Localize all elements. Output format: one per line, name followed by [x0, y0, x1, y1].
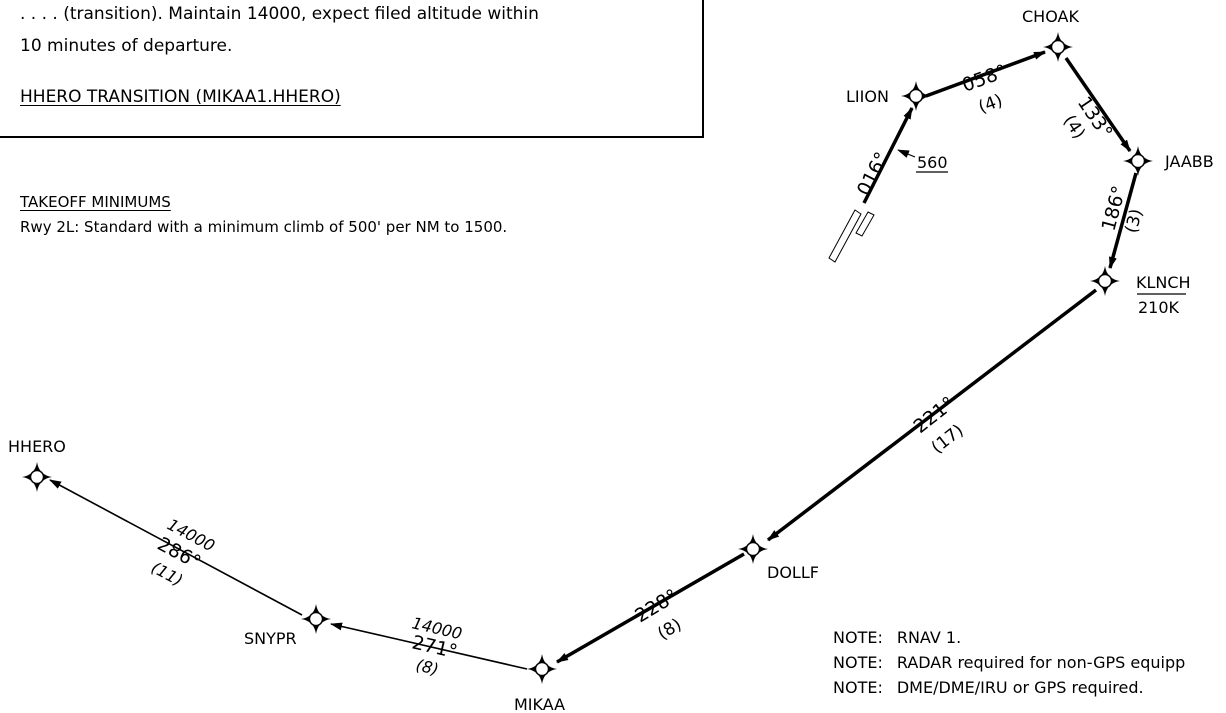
procedure-text-box	[0, 0, 704, 138]
fix-snypr-icon	[300, 603, 332, 635]
fix-label-liion: LIION	[846, 87, 889, 106]
fix-speed-klnch: 210K	[1138, 298, 1180, 317]
fix-label-klnch: KLNCH	[1136, 273, 1191, 292]
leg-mikaa-snypr	[330, 622, 528, 670]
altitude-callout-leader	[897, 149, 916, 158]
fix-label-hhero: HHERO	[8, 437, 66, 456]
note-prefix: NOTE:	[833, 678, 883, 697]
procedure-text-line-2: 10 minutes of departure.	[20, 36, 233, 56]
note-1: NOTE: RNAV 1.	[833, 628, 961, 647]
leg-jaabb-klnch	[1108, 172, 1138, 269]
fix-label-mikaa: MIKAA	[514, 695, 565, 713]
takeoff-minimums-text: Rwy 2L: Standard with a minimum climb of…	[20, 218, 508, 236]
fix-label-dollf: DOLLF	[767, 563, 819, 582]
distance-liion-choak: (4)	[976, 91, 1005, 118]
altitude-initial-climb: 560	[917, 153, 948, 172]
fix-mikaa-icon	[526, 653, 558, 685]
leg-choak-jaabb	[1064, 57, 1132, 152]
fix-choak-icon	[1042, 31, 1074, 63]
leg-snypr-hhero	[49, 479, 303, 616]
procedure-text-line-1: . . . . (transition). Maintain 14000, ex…	[20, 4, 539, 24]
transition-title: HHERO TRANSITION (MIKAA1.HHERO)	[20, 87, 341, 107]
fix-label-jaabb: JAABB	[1164, 152, 1214, 171]
note-2: NOTE: RADAR required for non-GPS equipp	[833, 653, 1185, 672]
note-prefix: NOTE:	[833, 653, 883, 672]
takeoff-minimums-title: TAKEOFF MINIMUMS	[20, 193, 171, 211]
fix-liion-icon	[900, 80, 932, 112]
fix-hhero-icon	[21, 461, 53, 493]
note-3: NOTE: DME/DME/IRU or GPS required.	[833, 678, 1144, 697]
course-initial-climb: 016°	[853, 149, 893, 200]
course-liion-choak: 058°	[959, 60, 1010, 96]
runway-symbol	[828, 209, 875, 263]
note-text-rnav: RNAV 1.	[896, 628, 962, 647]
leg-dollf-mikaa	[556, 552, 745, 664]
note-prefix: NOTE:	[833, 628, 883, 647]
fix-label-choak: CHOAK	[1022, 7, 1079, 26]
fix-dollf-icon	[737, 533, 769, 565]
distance-mikaa-snypr: (8)	[414, 655, 440, 679]
fix-jaabb-icon	[1122, 145, 1154, 177]
leg-liion-choak	[925, 50, 1046, 98]
leg-klnch-dollf	[766, 288, 1098, 542]
note-text-radar: RADAR required for non-GPS equipp	[896, 653, 1186, 672]
distance-dollf-mikaa: (8)	[654, 615, 685, 645]
note-text-dme: DME/DME/IRU or GPS required.	[896, 678, 1144, 697]
fix-label-snypr: SNYPR	[244, 629, 297, 648]
leg-initial-climb	[862, 107, 914, 204]
